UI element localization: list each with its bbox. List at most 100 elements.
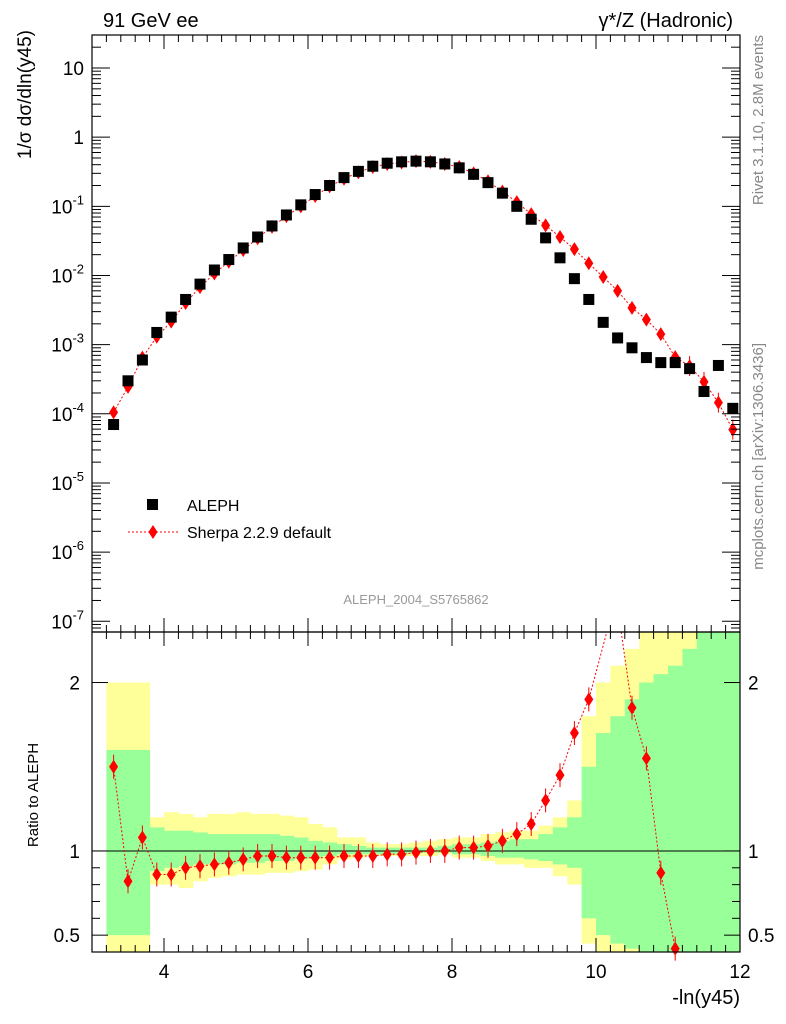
ratio-sherpa-point-27	[497, 833, 507, 848]
main-aleph-point-40	[684, 363, 696, 375]
ratio-sherpa-point-16	[339, 849, 349, 863]
ratio-sherpa-point-19	[382, 847, 392, 862]
main-aleph-point-28	[511, 200, 523, 212]
ratio-sherpa-point-30	[541, 793, 551, 808]
main-aleph-point-1	[122, 375, 134, 387]
main-aleph-point-9	[237, 242, 249, 254]
main-aleph-point-5	[180, 293, 192, 305]
ratio-sherpa-point-2	[137, 830, 147, 845]
ratio-ytick-label-left-1: 1	[69, 842, 80, 863]
ratio-sherpa-point-26	[483, 838, 493, 853]
ratio-sherpa-point-29	[526, 817, 536, 831]
stat-band-bin-40	[711, 632, 727, 952]
main-aleph-point-6	[194, 278, 206, 290]
main-aleph-point-36	[626, 342, 638, 354]
main-aleph-point-3	[151, 326, 163, 338]
ratio-ytick-label-right-1: 1	[748, 842, 759, 863]
main-aleph-point-20	[396, 156, 408, 168]
ratio-sherpa-point-31	[555, 768, 565, 783]
ratio-xtick-label-4: 12	[729, 962, 750, 983]
main-aleph-point-25	[468, 168, 480, 180]
main-sherpa-point-36	[627, 300, 637, 315]
ratio-sherpa-point-5	[181, 860, 191, 875]
ratio-sherpa-point-7	[209, 857, 219, 872]
main-ytick-label-5: 10-4	[51, 400, 84, 426]
main-ytick-label-1: 1	[73, 128, 84, 149]
main-aleph-point-42	[712, 359, 724, 371]
main-ytick-label-0: 10	[63, 59, 84, 80]
main-sherpa-point-0	[109, 405, 119, 420]
main-sherpa-point-41	[699, 374, 709, 389]
main-aleph-point-37	[640, 352, 652, 364]
stat-band-bin-4	[192, 832, 208, 865]
main-sherpa-point-43	[728, 422, 738, 437]
main-aleph-point-17	[352, 165, 364, 177]
stat-band-bin-28	[538, 834, 554, 862]
stat-band-bin-41	[725, 632, 741, 952]
main-sherpa-point-37	[641, 312, 651, 327]
main-sherpa-line	[113, 160, 734, 430]
ratio-sherpa-point-3	[152, 867, 162, 882]
ratio-sherpa-point-12	[281, 850, 291, 865]
ratio-sherpa-point-14	[310, 850, 320, 865]
ratio-sherpa-point-11	[267, 849, 277, 863]
legend-sherpa-label: Sherpa 2.2.9 default	[187, 525, 332, 542]
main-sherpa-series	[109, 154, 738, 440]
stat-band-bin-31	[581, 766, 597, 919]
stat-band-bin-37	[668, 665, 683, 952]
ratio-sherpa-point-8	[224, 855, 234, 870]
stat-band-bin-32	[596, 733, 611, 936]
main-aleph-point-4	[165, 311, 177, 323]
main-aleph-point-8	[223, 254, 235, 266]
main-aleph-point-14	[309, 189, 321, 201]
main-plot-frame	[91, 34, 741, 633]
ratio-ytick-label-right-0: 0.5	[748, 926, 774, 947]
ratio-sherpa-point-17	[353, 849, 363, 863]
ratio-sherpa-point-33	[584, 692, 594, 707]
stat-band-bin-33	[610, 716, 626, 944]
main-aleph-point-18	[367, 160, 379, 172]
ratio-sherpa-point-24	[454, 840, 464, 855]
stat-band-bin-26	[509, 839, 525, 858]
ratio-xtick-label-3: 10	[585, 962, 606, 983]
main-sherpa-point-38	[656, 327, 666, 342]
x-axis-label: -ln(y45)	[672, 987, 740, 1009]
legend: ALEPH Sherpa 2.2.9 default	[128, 498, 332, 542]
stat-band-bin-2	[164, 830, 179, 868]
main-aleph-point-38	[655, 357, 667, 369]
main-ytick-label-7: 10-6	[51, 538, 84, 564]
main-aleph-point-43	[727, 402, 739, 414]
ratio-sherpa-point-13	[296, 850, 306, 865]
ratio-ytick-label-right-2: 2	[748, 674, 759, 695]
ratio-y-axis-label: Ratio to ALEPH	[25, 743, 42, 847]
ratio-sherpa-point-34	[627, 700, 637, 715]
ratio-sherpa-point-32	[569, 726, 579, 741]
ratio-sherpa-point-22	[425, 843, 435, 858]
main-ytick-label-8: 10-7	[51, 607, 84, 633]
ratio-error-bands	[106, 632, 741, 952]
axis-ticks	[92, 34, 741, 952]
ratio-sherpa-point-35	[641, 751, 651, 766]
main-aleph-point-39	[669, 357, 681, 369]
main-sherpa-point-31	[555, 230, 565, 245]
legend-sherpa-marker	[148, 525, 158, 539]
main-aleph-point-11	[266, 220, 278, 232]
main-aleph-point-12	[280, 209, 292, 221]
main-aleph-point-27	[496, 187, 508, 199]
stat-band-bin-36	[653, 674, 669, 952]
main-sherpa-point-30	[541, 218, 551, 233]
stat-band-bin-27	[524, 839, 539, 860]
main-ytick-label-6: 10-5	[51, 469, 84, 495]
main-aleph-point-10	[252, 231, 264, 243]
stat-band-bin-3	[178, 830, 194, 867]
main-aleph-point-15	[324, 180, 336, 192]
main-sherpa-point-35	[613, 283, 623, 298]
ratio-sherpa-point-15	[325, 850, 335, 865]
main-aleph-point-34	[597, 316, 609, 328]
main-aleph-point-23	[439, 158, 451, 170]
ratio-sherpa-series	[109, 631, 680, 961]
header-right-title: γ*/Z (Hadronic)	[599, 10, 733, 32]
ratio-sherpa-point-4	[166, 867, 176, 882]
header-left-title: 91 GeV ee	[103, 10, 199, 32]
ratio-sherpa-point-36	[656, 865, 666, 880]
